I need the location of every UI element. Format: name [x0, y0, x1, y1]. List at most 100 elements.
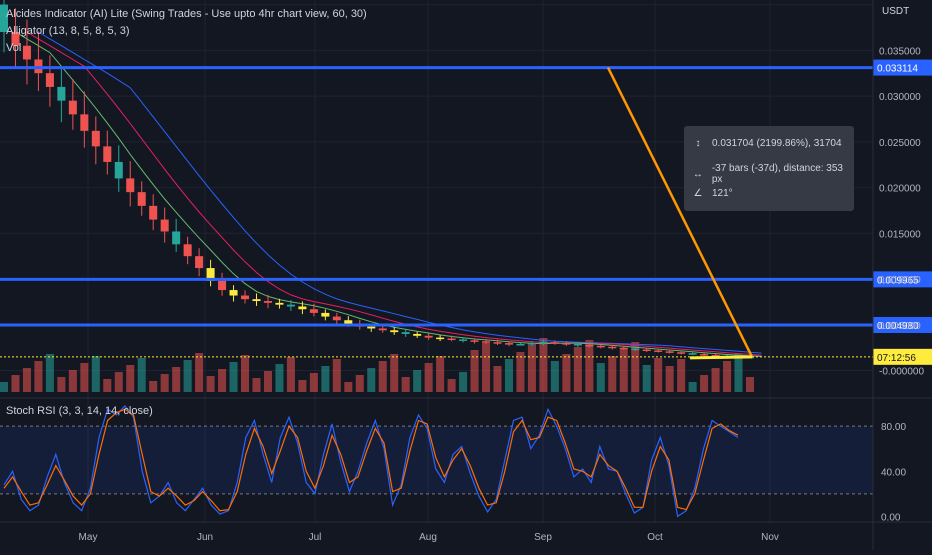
- candle-body: [45, 73, 54, 87]
- stoch-d-line: [3, 408, 739, 512]
- candlesticks: [0, 0, 755, 359]
- candle-body: [22, 45, 31, 60]
- candle-body: [482, 341, 491, 343]
- level-tag-bg: [873, 59, 932, 76]
- candle-body: [401, 332, 410, 334]
- candle-body: [183, 244, 192, 257]
- candle-body: [711, 354, 720, 357]
- price-tick: 0.035000: [879, 46, 921, 57]
- price-tick: 0.005000: [879, 321, 921, 332]
- legend-alligator[interactable]: Alligator (13, 8, 5, 8, 5, 3): [6, 25, 130, 37]
- candle-body: [631, 348, 640, 351]
- volume-bar: [172, 367, 181, 392]
- volume-bar: [470, 350, 479, 392]
- volume-bar: [654, 358, 663, 392]
- volume-bar: [80, 363, 89, 392]
- candle-body: [229, 290, 238, 296]
- candle-body: [298, 306, 307, 310]
- volume-bar: [183, 360, 192, 392]
- volume-bar: [286, 357, 295, 392]
- legend-alcides[interactable]: Alcides Indicator (AI) Lite (Swing Trade…: [6, 8, 367, 20]
- volume-bar: [585, 340, 594, 392]
- candle-body: [413, 333, 422, 336]
- candle-body: [321, 312, 330, 317]
- volume-bar: [665, 366, 674, 392]
- bar-range-icon: ↔: [692, 168, 703, 180]
- horizontal-levels[interactable]: 0.033114 0.009965 0.004980 07:12:56: [0, 59, 932, 365]
- price-tick: 0.025000: [879, 138, 921, 149]
- volume-bars: [0, 338, 755, 392]
- volume-bar: [493, 366, 502, 392]
- volume-bar: [550, 361, 559, 392]
- volume-bar: [206, 376, 215, 392]
- measure-trend-line[interactable]: [606, 67, 754, 358]
- legend-vol[interactable]: Vol: [6, 42, 22, 54]
- volume-bar: [160, 374, 169, 392]
- volume-bar: [149, 381, 158, 392]
- price-tick: 0.020000: [879, 184, 921, 195]
- candle-body: [68, 100, 77, 115]
- volume-bar: [367, 368, 376, 392]
- volume-bar: [240, 355, 250, 392]
- alligator-jaw: [38, 31, 762, 354]
- volume-bar: [22, 368, 31, 392]
- trend-line[interactable]: [606, 67, 754, 360]
- volume-bar: [608, 356, 617, 392]
- candle-body: [585, 344, 594, 347]
- volume-bar: [677, 359, 686, 392]
- volume-bar: [562, 354, 571, 392]
- legend-stoch-rsi[interactable]: Stoch RSI (3, 3, 14, 14, close): [6, 405, 153, 417]
- volume-bar: [688, 382, 697, 392]
- candle-body: [344, 320, 353, 324]
- candle-body: [516, 344, 525, 346]
- time-tick: May: [79, 532, 98, 543]
- candle-body: [195, 256, 204, 269]
- candle-body: [206, 268, 215, 281]
- stoch-tick: 80.00: [881, 422, 906, 433]
- time-tick: Nov: [761, 532, 779, 543]
- volume-bar: [516, 352, 525, 392]
- volume-bar: [0, 382, 9, 392]
- volume-bar: [195, 353, 204, 392]
- measure-bars: -37 bars (-37d), distance: 353 px: [711, 163, 843, 185]
- price-tick: 0.015000: [879, 229, 921, 240]
- candle-body: [367, 326, 376, 329]
- volume-bar: [309, 373, 318, 392]
- volume-bar: [252, 378, 261, 392]
- candle-body: [240, 295, 250, 300]
- countdown-tag-bg: [873, 348, 932, 365]
- volume-bar: [734, 354, 743, 392]
- measure-base-line: [689, 355, 753, 360]
- price-tick: 0.010000: [879, 275, 921, 286]
- time-tick: Sep: [534, 532, 552, 543]
- volume-bar: [344, 382, 353, 392]
- candle-body: [286, 304, 295, 307]
- level-price-tag: 0.004980: [877, 321, 919, 332]
- volume-bar: [723, 361, 732, 392]
- volume-bar: [413, 370, 422, 392]
- stoch-rsi-pane: 80.00 40.00 0.00: [0, 404, 906, 523]
- volume-bar: [631, 342, 640, 392]
- volume-bar: [424, 363, 433, 392]
- candle-body: [263, 301, 272, 303]
- price-tick: -0.000000: [879, 367, 924, 378]
- volume-bar: [103, 379, 112, 392]
- candle-body: [470, 340, 479, 342]
- candle-body: [378, 328, 387, 331]
- candle-body: [275, 302, 284, 305]
- candle-body: [447, 338, 456, 341]
- volume-bar: [275, 364, 284, 392]
- candle-body: [573, 344, 582, 346]
- angle-icon: ∠: [693, 188, 703, 199]
- volume-bar: [355, 375, 364, 392]
- volume-bar: [527, 345, 536, 392]
- candle-body: [608, 346, 617, 349]
- time-tick: Oct: [647, 532, 663, 543]
- volume-bar: [91, 356, 100, 392]
- volume-bar: [447, 379, 456, 392]
- candle-body: [436, 337, 445, 340]
- currency-label: USDT: [882, 6, 910, 17]
